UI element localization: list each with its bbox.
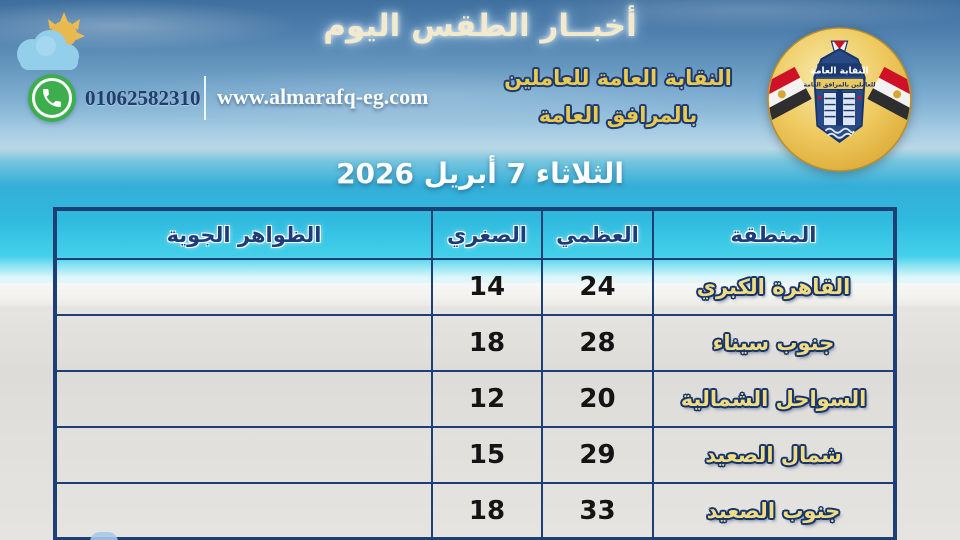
phenomena-cell — [54, 314, 433, 372]
phenomena-cell — [54, 482, 433, 540]
organization-name: النقابة العامة للعاملين بالمرافق العامة — [497, 60, 739, 134]
table-row: القاهرة الكبري 24 14 — [54, 258, 896, 316]
weather-table: المنطقة العظمي الصغري الظواهر الجوية الق… — [53, 207, 897, 540]
table-row: شمال الصعيد 29 15 — [54, 426, 896, 484]
max-temp: 28 — [541, 314, 654, 372]
max-temp: 20 — [541, 370, 654, 428]
phone-number: 01062582310 — [85, 86, 201, 110]
syndicate-logo: النقابة العامة للعاملين بالمرافق العامة — [767, 27, 912, 172]
organization-line2: بالمرافق العامة — [538, 103, 698, 127]
region-name: جنوب الصعيد — [652, 482, 896, 540]
divider-line — [204, 76, 206, 120]
column-header-region: المنطقة — [652, 208, 896, 260]
buildings-glyph — [817, 89, 862, 127]
min-temp: 18 — [431, 482, 543, 540]
column-header-phenomena: الظواهر الجوية — [54, 208, 433, 260]
egypt-flag-ribbons — [769, 66, 910, 122]
min-temp: 12 — [431, 370, 543, 428]
min-temp: 15 — [431, 426, 543, 484]
region-name: جنوب سيناء — [652, 314, 896, 372]
cloud-sun-icon — [17, 12, 85, 70]
cropped-circle-decoration — [90, 532, 118, 540]
lantern-emblem: النقابة العامة للعاملين بالمرافق العامة — [803, 40, 876, 144]
table-row: جنوب سيناء 28 18 — [54, 314, 896, 372]
phenomena-cell — [54, 426, 433, 484]
max-temp: 24 — [541, 258, 654, 316]
column-header-min: الصغري — [431, 208, 543, 260]
region-name: القاهرة الكبري — [652, 258, 896, 316]
date-text: الثلاثاء 7 أبريل 2026 — [336, 157, 624, 190]
phenomena-cell — [54, 258, 433, 316]
min-temp: 14 — [431, 258, 543, 316]
page-title: أخبــار الطقس اليوم — [323, 8, 637, 44]
phenomena-cell — [54, 370, 433, 428]
max-temp: 33 — [541, 482, 654, 540]
region-name: شمال الصعيد — [652, 426, 896, 484]
region-name: السواحل الشمالية — [652, 370, 896, 428]
column-header-max: العظمي — [541, 208, 654, 260]
table-header-row: المنطقة العظمي الصغري الظواهر الجوية — [54, 208, 896, 260]
website-url: www.almarafq-eg.com — [217, 84, 429, 109]
organization-line1: النقابة العامة للعاملين — [504, 66, 732, 90]
whatsapp-icon — [28, 74, 76, 122]
min-temp: 18 — [431, 314, 543, 372]
logo-band1-text: النقابة العامة — [810, 66, 868, 76]
max-temp: 29 — [541, 426, 654, 484]
table-row: جنوب الصعيد 33 18 — [54, 482, 896, 540]
table-row: السواحل الشمالية 20 12 — [54, 370, 896, 428]
logo-band2-text: للعاملين بالمرافق العامة — [803, 81, 875, 88]
